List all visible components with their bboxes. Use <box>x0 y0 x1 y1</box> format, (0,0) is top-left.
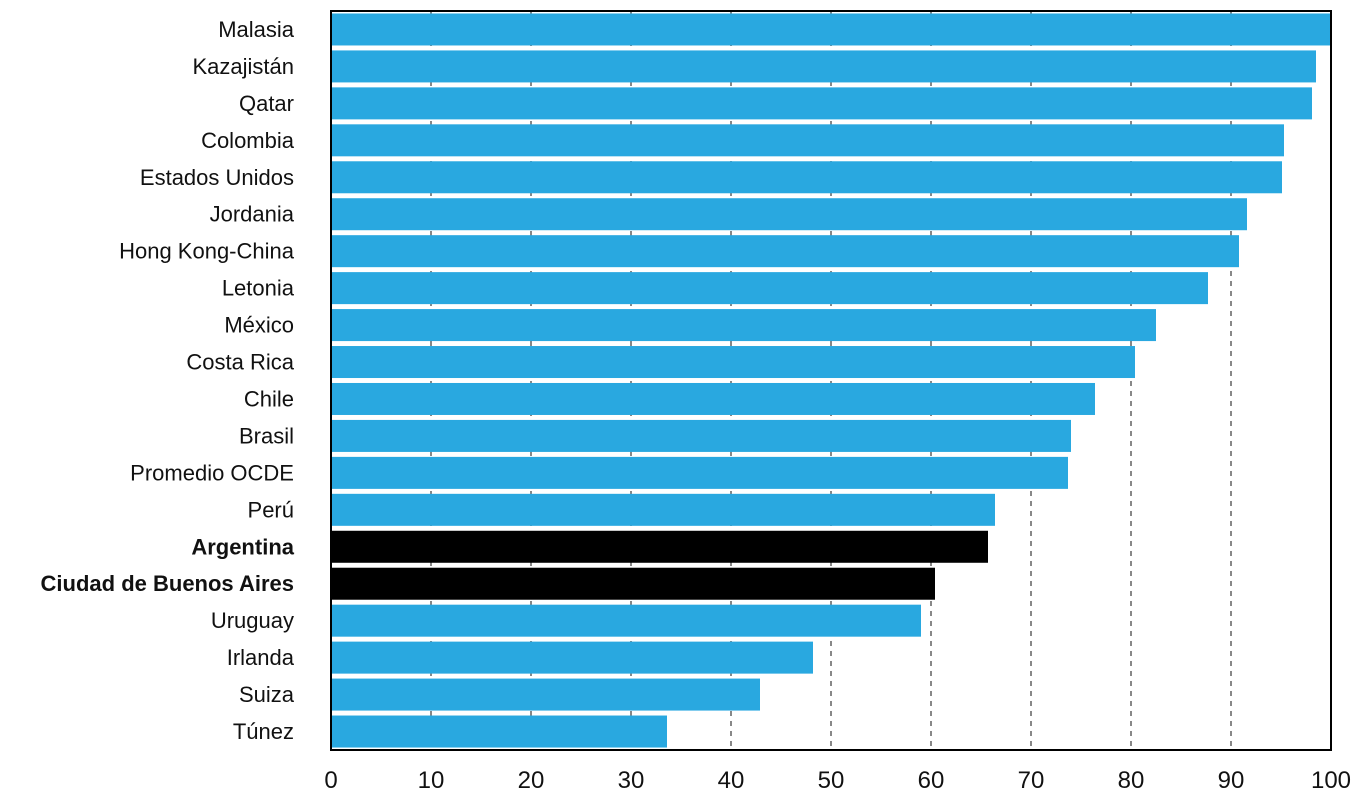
bar-mexico <box>331 309 1156 342</box>
category-label: Malasia <box>218 17 295 42</box>
bar-letonia <box>331 272 1208 305</box>
plot-frame <box>330 10 1332 751</box>
bars <box>331 13 1331 748</box>
x-axis-ticks: 0 10 20 30 40 50 60 70 80 90 100 <box>324 767 1351 794</box>
bar-promedio-ocde <box>331 456 1068 489</box>
category-label: Letonia <box>222 276 295 301</box>
x-tick-label: 20 <box>518 767 545 794</box>
category-label: Perú <box>248 497 294 522</box>
category-label: Estados Unidos <box>140 165 294 190</box>
category-label: Uruguay <box>211 608 294 633</box>
bar-tunez <box>331 715 667 748</box>
x-tick-label: 50 <box>818 767 845 794</box>
category-label: Qatar <box>239 91 294 116</box>
x-tick-label: 80 <box>1118 767 1145 794</box>
bar-uruguay <box>331 604 921 637</box>
bar-costa-rica <box>331 346 1135 379</box>
bar-argentina <box>331 530 988 563</box>
bar-qatar <box>331 87 1312 120</box>
bar-jordania <box>331 198 1247 231</box>
bar-hong-kong-china <box>331 235 1239 268</box>
category-label: Ciudad de Buenos Aires <box>41 571 294 596</box>
category-label: Irlanda <box>227 645 295 670</box>
bar-chile <box>331 382 1095 415</box>
x-tick-label: 100 <box>1311 767 1351 794</box>
category-label: Kazajistán <box>192 54 294 79</box>
bar-brasil <box>331 419 1071 452</box>
x-tick-label: 70 <box>1018 767 1045 794</box>
category-label: Costa Rica <box>186 350 294 375</box>
category-label: Túnez <box>233 719 294 744</box>
bar-colombia <box>331 124 1284 157</box>
category-labels: Malasia Kazajistán Qatar Colombia Estados Un… <box>41 17 295 744</box>
category-label: Jordania <box>210 202 295 227</box>
bar-irlanda <box>331 641 813 674</box>
category-label: Colombia <box>201 128 295 153</box>
category-label: Promedio OCDE <box>130 460 294 485</box>
x-tick-label: 10 <box>418 767 445 794</box>
x-tick-label: 0 <box>324 767 337 794</box>
bar-peru <box>331 493 995 526</box>
bar-estados-unidos <box>331 161 1282 194</box>
x-tick-label: 60 <box>918 767 945 794</box>
category-label: Brasil <box>239 423 294 448</box>
bar-ciudad-de-buenos-aires <box>331 567 935 600</box>
category-label: Chile <box>244 386 294 411</box>
x-tick-label: 30 <box>618 767 645 794</box>
x-tick-label: 90 <box>1218 767 1245 794</box>
category-label: México <box>224 313 294 338</box>
grid-lines <box>430 11 1232 750</box>
x-tick-label: 40 <box>718 767 745 794</box>
category-label: Argentina <box>191 534 294 559</box>
bar-malasia <box>331 13 1331 46</box>
category-label: Suiza <box>239 682 295 707</box>
category-label: Hong Kong-China <box>119 239 295 264</box>
bar-kazajistan <box>331 50 1316 83</box>
bar-suiza <box>331 678 760 711</box>
